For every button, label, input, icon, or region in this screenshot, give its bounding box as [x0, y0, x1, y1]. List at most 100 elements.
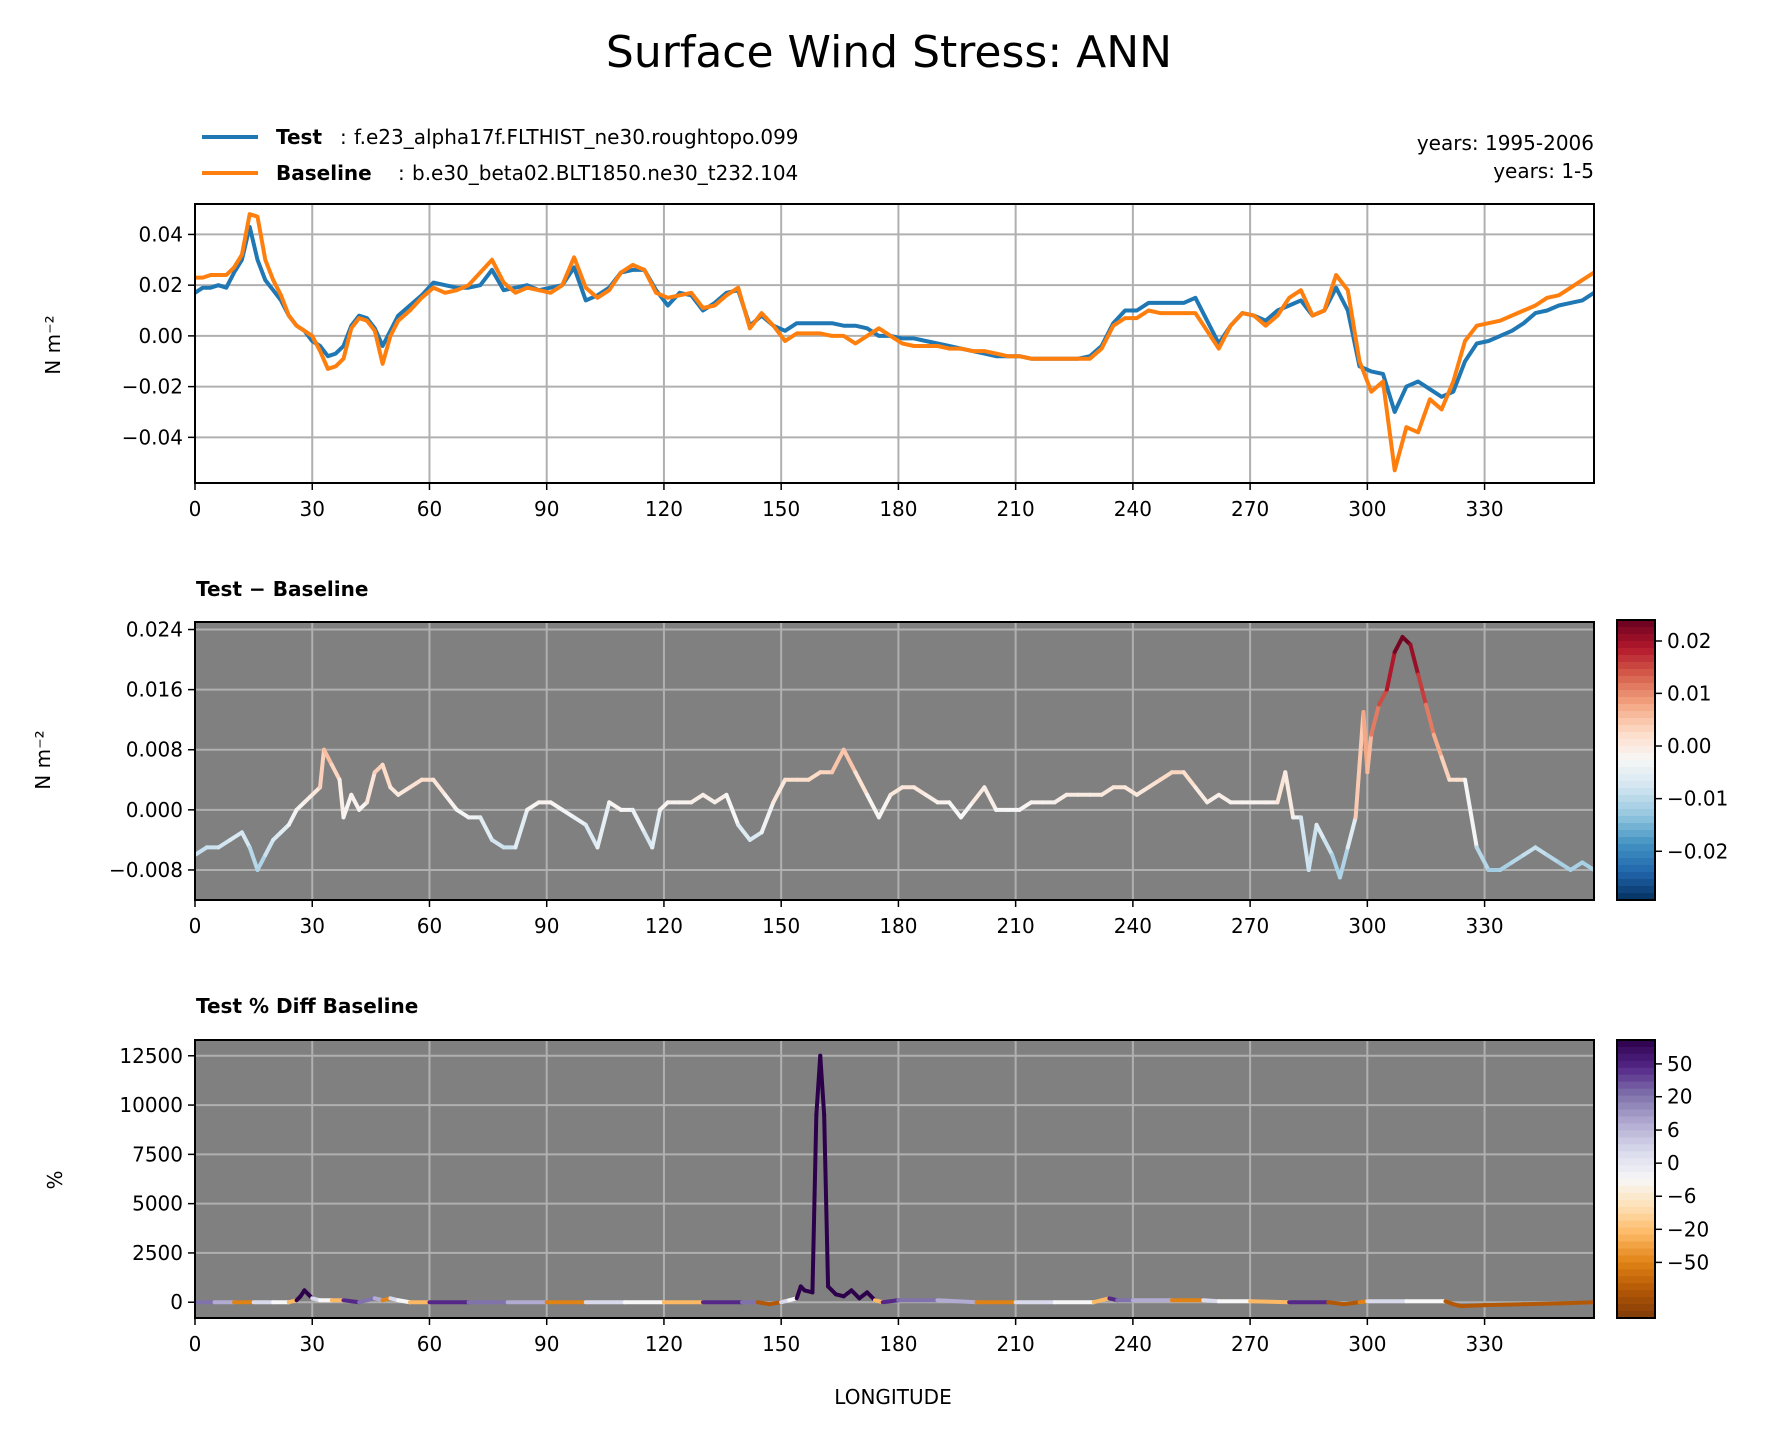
diff-segment — [341, 792, 354, 820]
colorbar-tick-label: −0.01 — [1667, 787, 1728, 811]
diff-segment — [970, 785, 987, 805]
colorbar-swatch — [1617, 1290, 1655, 1298]
pct-segment — [1560, 1300, 1594, 1306]
colorbar-diff: 0.02 0.01 0.00 −0.01 −0.02 — [1616, 619, 1728, 901]
colorbar-tick-label: −20 — [1667, 1217, 1709, 1241]
colorbar-swatch — [1617, 662, 1655, 670]
series-group — [195, 635, 1594, 880]
colorbar-swatch — [1617, 676, 1655, 684]
panel3-ylabel: % — [43, 1170, 67, 1189]
plot-frame — [194, 203, 1595, 484]
colorbar-frame — [1616, 1039, 1656, 1319]
colorbar-swatch — [1617, 1304, 1655, 1312]
diff-segment — [853, 770, 870, 797]
colorbar-swatch — [1617, 865, 1655, 873]
diff-segment — [1377, 687, 1389, 707]
x-tick-label: 150 — [762, 497, 800, 521]
y-tick-label: 0 — [170, 1290, 183, 1314]
x-tick-label: 330 — [1465, 1332, 1503, 1356]
x-tick-label: 180 — [879, 497, 917, 521]
diff-segment — [1314, 822, 1327, 842]
x-tick-label: 180 — [879, 914, 917, 938]
diff-segment — [1509, 852, 1526, 865]
colorbar-swatch — [1617, 1095, 1655, 1104]
x-axis-label: LONGITUDE — [834, 1385, 951, 1409]
pct-segment — [1091, 1296, 1112, 1305]
legend-test-name: f.e23_alpha17f.FLTHIST_ne30.roughtopo.09… — [354, 125, 799, 149]
colorbar-swatch — [1617, 704, 1655, 712]
colorbar-swatch — [1617, 725, 1655, 733]
series-group — [195, 212, 1594, 473]
colorbar-swatch — [1617, 1192, 1655, 1201]
colorbar-swatch — [1617, 858, 1655, 866]
colorbar-swatch — [1617, 634, 1655, 642]
x-tick-label: 30 — [300, 1332, 325, 1356]
colorbar-tick-label: −6 — [1667, 1184, 1696, 1208]
panel2-ylabel: N m⁻² — [31, 730, 55, 789]
diff-segment — [1439, 755, 1452, 782]
diff-segment — [1384, 650, 1397, 692]
diff-segment — [958, 800, 975, 820]
series-line-baseline — [195, 212, 1594, 473]
colorbar-swatch — [1617, 1234, 1655, 1243]
x-tick-label: 0 — [189, 914, 202, 938]
diff-segment — [1580, 860, 1594, 872]
pct-segment — [1326, 1300, 1346, 1307]
diff-segment — [1408, 642, 1421, 677]
diff-segment — [1123, 785, 1139, 797]
diff-segment — [1521, 845, 1538, 857]
diff-segment — [1392, 635, 1405, 655]
panel-top-lines: 0 30 60 90 120 150 180 210 240 270 300 330 0.04 0.02 0… — [122, 203, 1595, 521]
diff-segment — [247, 845, 260, 872]
diff-segment — [689, 792, 706, 805]
diff-segment — [724, 792, 741, 827]
x-tick-label: 330 — [1465, 497, 1503, 521]
x-tick-label: 30 — [300, 914, 325, 938]
x-tick-label: 0 — [189, 1332, 202, 1356]
diff-segment — [1216, 792, 1233, 805]
pct-segment — [810, 1112, 819, 1295]
colorbar-swatch — [1617, 1074, 1655, 1083]
pct-segment — [880, 1298, 901, 1305]
colorbar-tick-label: 6 — [1667, 1118, 1680, 1142]
colorbar-swatch — [1617, 774, 1655, 782]
panel2-title: Test − Baseline — [196, 577, 368, 601]
x-tick-label: 240 — [1114, 914, 1152, 938]
plot-frame — [194, 621, 1595, 901]
colorbar-swatch — [1617, 1046, 1655, 1055]
pct-segment — [822, 1112, 831, 1289]
diff-segment — [912, 785, 928, 797]
diff-segment — [1353, 710, 1366, 820]
colorbar-swatch — [1617, 872, 1655, 880]
x-tick-label: 300 — [1348, 914, 1386, 938]
diff-segment — [255, 852, 268, 872]
colorbar-swatch — [1617, 1053, 1655, 1062]
colorbar-swatch — [1617, 809, 1655, 817]
colorbar-swatch — [1617, 823, 1655, 831]
diff-segment — [1146, 777, 1163, 790]
diff-segment — [478, 815, 494, 842]
x-tick-label: 90 — [534, 914, 559, 938]
diff-segment — [1365, 732, 1374, 775]
colorbar-swatch — [1617, 788, 1655, 796]
diff-segment — [1275, 770, 1288, 805]
diff-segment — [195, 845, 209, 857]
colorbar-swatch — [1617, 746, 1655, 754]
pct-segment — [818, 1053, 827, 1117]
colorbar-swatch — [1617, 1088, 1655, 1097]
colorbar-swatch — [1617, 893, 1655, 901]
diff-segment — [329, 762, 342, 782]
colorbar-swatch — [1617, 1297, 1655, 1305]
diff-segment — [560, 807, 577, 820]
diff-segment — [1283, 770, 1296, 820]
x-tick-label: 60 — [417, 1332, 442, 1356]
colorbar-swatch — [1617, 1255, 1655, 1263]
colorbar-swatch — [1617, 1067, 1655, 1076]
x-tick-label: 120 — [645, 497, 683, 521]
pct-segment — [357, 1296, 377, 1305]
colorbar-swatch — [1617, 690, 1655, 698]
colorbar-swatch — [1617, 1109, 1655, 1118]
colorbar-swatch — [1617, 669, 1655, 677]
plot-area — [195, 204, 1594, 483]
